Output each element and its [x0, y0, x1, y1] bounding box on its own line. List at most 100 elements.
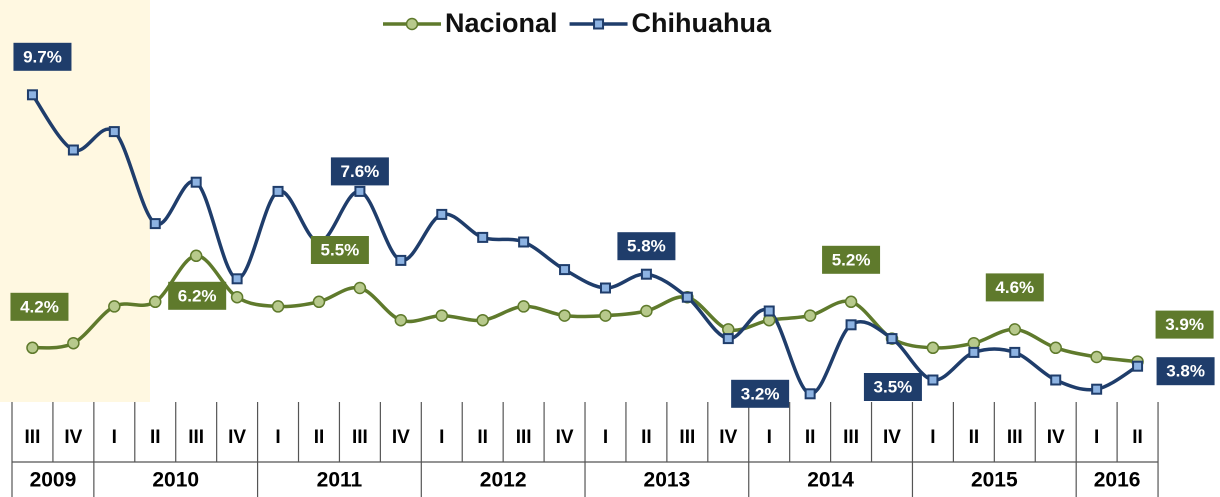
group-label: 2016	[1094, 469, 1141, 492]
marker	[517, 300, 530, 313]
marker	[394, 313, 408, 327]
marker	[599, 282, 611, 294]
x-tick-label: II	[969, 427, 980, 448]
data-label: 3.5%	[874, 377, 913, 396]
data-label-box	[863, 373, 922, 401]
marker	[395, 254, 407, 266]
marker	[312, 295, 326, 309]
marker	[476, 313, 489, 327]
x-tick-label: II	[1132, 427, 1143, 448]
marker	[681, 291, 693, 303]
data-label-box	[617, 232, 676, 261]
marker	[640, 304, 653, 318]
marker	[559, 264, 571, 276]
marker	[354, 185, 366, 197]
marker	[436, 208, 448, 220]
marker	[271, 300, 285, 313]
data-label-box	[13, 42, 72, 71]
x-tick-label: IV	[64, 427, 82, 448]
x-tick-label: I	[275, 427, 280, 448]
marker	[26, 341, 39, 355]
data-label-box	[168, 281, 227, 310]
data-label: 5.5%	[321, 240, 360, 259]
marker	[968, 346, 980, 358]
marker	[844, 295, 858, 309]
marker	[1050, 374, 1062, 386]
series-line	[32, 254, 1138, 364]
legend-marker	[593, 18, 605, 30]
marker	[1090, 350, 1103, 364]
data-label-box	[731, 379, 790, 408]
x-tick-label: III	[516, 427, 532, 448]
marker	[640, 268, 652, 280]
marker	[1009, 346, 1021, 358]
x-tick-label: I	[603, 427, 608, 448]
marker	[435, 309, 449, 322]
x-tick-label: IV	[392, 427, 410, 448]
marker	[230, 290, 244, 304]
data-label-box	[822, 245, 881, 274]
x-tick-label: I	[112, 427, 117, 448]
x-tick-label: II	[805, 427, 816, 448]
marker	[518, 236, 530, 248]
marker	[231, 273, 243, 285]
x-tick-label: I	[439, 427, 444, 448]
data-label: 3.2%	[741, 384, 780, 403]
x-tick-label: I	[1094, 427, 1099, 448]
data-label-box	[310, 236, 369, 264]
group-label: 2009	[30, 469, 77, 492]
x-tick-label: II	[314, 427, 325, 448]
x-tick-label: III	[679, 427, 695, 448]
x-tick-label: III	[25, 427, 41, 448]
legend-label: Chihuahua	[632, 8, 772, 38]
marker	[189, 249, 203, 263]
data-label-box	[1156, 357, 1215, 386]
data-label: 3.9%	[1165, 315, 1204, 334]
marker	[353, 281, 367, 295]
x-tick-label: IV	[228, 427, 246, 448]
data-label-box	[330, 157, 389, 186]
marker	[1008, 323, 1022, 336]
data-label-box	[10, 292, 69, 321]
marker	[477, 231, 489, 243]
data-label: 9.7%	[23, 47, 62, 66]
legend-marker	[405, 17, 419, 31]
data-label-box	[985, 273, 1044, 302]
data-label: 5.8%	[627, 237, 666, 256]
group-label: 2015	[971, 469, 1018, 492]
marker	[845, 319, 857, 331]
group-label: 2013	[644, 469, 691, 492]
marker	[886, 333, 898, 345]
group-label: 2011	[317, 469, 363, 492]
marker	[599, 309, 612, 322]
data-label: 5.2%	[832, 250, 871, 269]
x-tick-label: II	[641, 427, 652, 448]
x-tick-label: I	[930, 427, 935, 448]
x-tick-label: III	[188, 427, 204, 448]
data-label: 3.8%	[1166, 362, 1205, 381]
legend-label: Nacional	[445, 8, 558, 38]
x-tick-label: IV	[883, 427, 901, 448]
data-label: 4.2%	[20, 297, 59, 316]
group-label: 2014	[807, 469, 854, 492]
data-label: 4.6%	[995, 278, 1034, 297]
marker	[722, 333, 734, 345]
marker	[149, 295, 162, 309]
marker	[927, 374, 939, 386]
marker	[149, 218, 161, 230]
x-tick-label: II	[150, 427, 161, 448]
marker	[67, 336, 80, 350]
x-tick-label: II	[477, 427, 488, 448]
x-tick-label: III	[843, 427, 859, 448]
marker	[558, 309, 571, 322]
x-tick-label: III	[1007, 427, 1023, 448]
marker	[108, 126, 120, 138]
marker	[26, 89, 38, 101]
data-label: 6.2%	[178, 286, 217, 305]
x-tick-label: I	[767, 427, 772, 448]
marker	[804, 388, 816, 400]
marker	[1091, 383, 1103, 395]
marker	[926, 341, 940, 355]
marker	[763, 305, 775, 317]
